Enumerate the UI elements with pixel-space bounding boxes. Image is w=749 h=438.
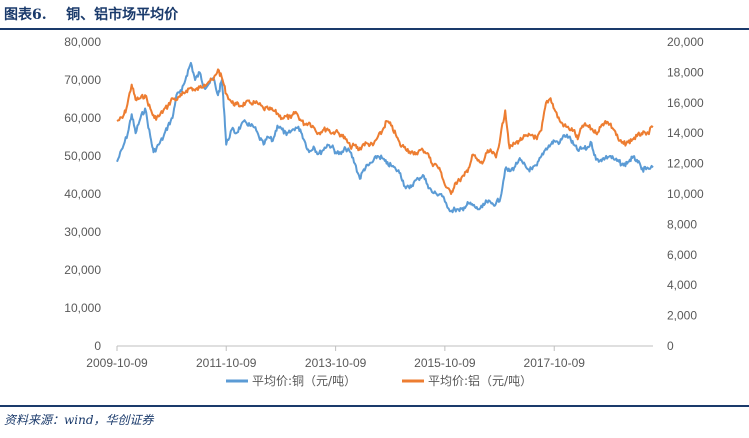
y-right-tick-label: 14,000	[667, 126, 704, 140]
y-left-tick-label: 20,000	[64, 263, 101, 277]
series-layer	[116, 61, 654, 214]
x-tick-label: 2015-10-09	[414, 356, 476, 370]
chart-axes: 0 10,000 20,000 30,000 40,000 50,000 60,000 70,…	[64, 35, 704, 370]
bottom-rule	[0, 405, 749, 407]
y-right-tick-label: 16,000	[667, 96, 704, 110]
y-left-tick-label: 80,000	[64, 35, 101, 49]
y-left-tick-label: 50,000	[64, 149, 101, 163]
y-right-tick-label: 6,000	[667, 248, 697, 262]
y-left-tick-label: 10,000	[64, 301, 101, 315]
y-left-tick-label: 30,000	[64, 225, 101, 239]
legend-label: 平均价:铝（元/吨）	[428, 373, 532, 388]
top-rule	[0, 28, 749, 30]
x-tick-label: 2011-10-09	[196, 356, 257, 370]
chart-legend: 平均价:铜（元/吨） 平均价:铝（元/吨）	[226, 373, 532, 388]
y-left-tick-label: 60,000	[64, 111, 101, 125]
y-left-tick-label: 40,000	[64, 187, 101, 201]
figure-title: 图表6. 铜、铝市场平均价	[4, 4, 178, 24]
source-note: 资料来源：wind，华创证券	[4, 413, 154, 427]
aluminum-price-line	[116, 68, 654, 195]
y-right-tick-label: 4,000	[667, 278, 697, 292]
chart-title: 铜、铝市场平均价	[66, 7, 179, 23]
line-chart: 0 10,000 20,000 30,000 40,000 50,000 60,000 70,…	[64, 35, 704, 388]
y-right-tick-label: 12,000	[667, 157, 704, 171]
y-right-tick-label: 2,000	[667, 309, 697, 323]
legend-label: 平均价:铜（元/吨）	[252, 373, 356, 388]
x-tick-label: 2017-10-09	[524, 356, 586, 370]
y-right-tick-label: 8,000	[667, 217, 697, 231]
y-left-tick-label: 0	[94, 339, 101, 353]
x-tick-label: 2013-10-09	[305, 356, 367, 370]
copper-price-line	[116, 61, 654, 214]
y-right-tick-label: 0	[667, 339, 674, 353]
y-left-tick-label: 70,000	[64, 73, 101, 87]
y-right-tick-label: 18,000	[667, 65, 704, 79]
x-tick-label: 2009-10-09	[86, 356, 148, 370]
y-right-tick-label: 10,000	[667, 187, 704, 201]
y-right-tick-label: 20,000	[667, 35, 704, 49]
figure-label: 图表6.	[4, 7, 47, 23]
